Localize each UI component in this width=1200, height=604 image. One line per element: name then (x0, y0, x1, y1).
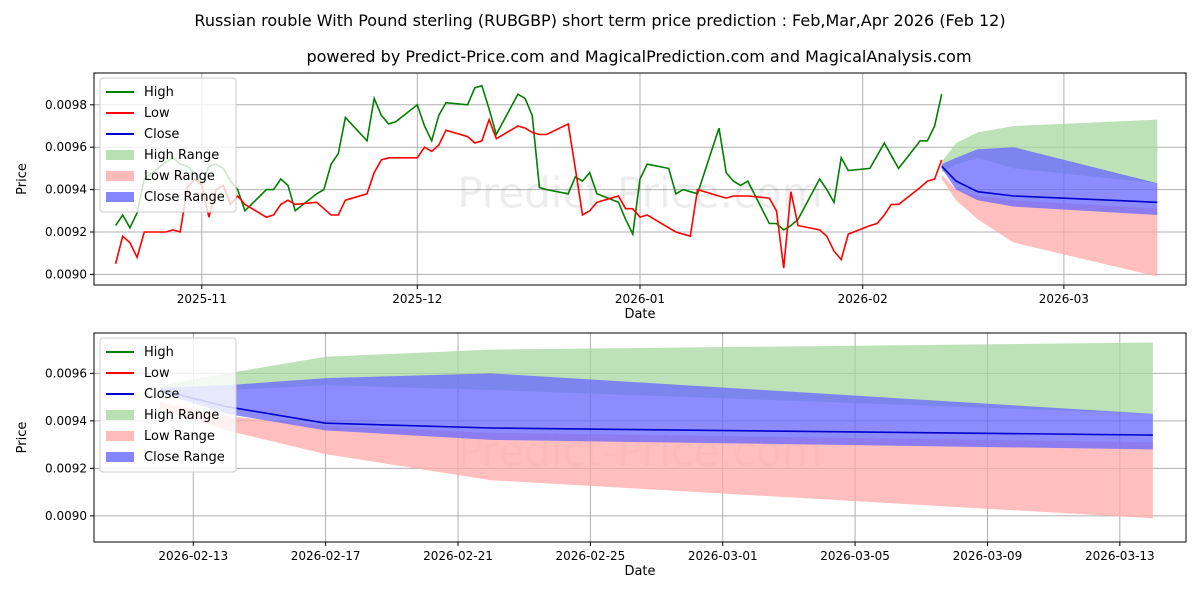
legend-label: High Range (144, 408, 219, 423)
legend-label: Close (144, 127, 179, 142)
legend-swatch-patch (106, 192, 134, 202)
y-axis-label: Price (15, 422, 30, 454)
x-tick-label: 2026-03-09 (953, 549, 1023, 563)
y-tick-label: 0.0092 (45, 461, 87, 475)
y-tick-label: 0.0094 (45, 414, 87, 428)
close-forecast-line (941, 165, 1158, 204)
close-range-band (941, 147, 1158, 215)
x-tick-label: 2026-03 (1039, 292, 1089, 306)
legend-swatch-patch (106, 171, 134, 181)
close-range-band (160, 373, 1153, 450)
legend: High Low Close High Range Low Range Close Ran… (99, 77, 237, 213)
chart-subtitle: powered by Predict-Price.com and Magical… (306, 47, 971, 66)
x-tick-label: 2026-02-25 (555, 549, 625, 563)
x-tick-label: 2026-02-21 (423, 549, 493, 563)
legend-swatch-patch (106, 410, 134, 420)
legend-label: High Range (144, 148, 219, 163)
chart-title: Russian rouble With Pound sterling (RUBG… (194, 11, 1005, 30)
x-tick-label: 2025-12 (392, 292, 442, 306)
x-tick-label: 2026-02-17 (291, 549, 361, 563)
legend-label: Low (144, 106, 170, 121)
legend-label: High (144, 345, 174, 360)
legend-swatch-patch (106, 431, 134, 441)
legend-label: Close (144, 387, 179, 402)
y-tick-label: 0.0092 (45, 225, 87, 239)
legend-swatch-patch (106, 150, 134, 160)
plot-area (160, 342, 1153, 519)
x-axis-label: Date (624, 307, 655, 322)
legend-label: Low Range (144, 429, 215, 444)
history-panel: Predict-Price.com 2025-11 2025-12 2026-01 20… (15, 72, 1187, 322)
watermark-text: Predict-Price.com (457, 169, 822, 218)
legend: High Low Close High Range Low Range Close Ran… (99, 337, 237, 473)
x-tick-label: 2026-03-01 (688, 549, 758, 563)
x-tick-label: 2026-02-13 (158, 549, 228, 563)
y-tick-label: 0.0090 (45, 509, 87, 523)
legend-label: High (144, 85, 174, 100)
legend-label: Low Range (144, 169, 215, 184)
x-tick-label: 2026-03-13 (1085, 549, 1155, 563)
x-tick-label: 2026-01 (615, 292, 665, 306)
y-tick-label: 0.0096 (45, 140, 87, 154)
legend-label: Low (144, 366, 170, 381)
high-range-band (160, 342, 1153, 414)
forecast-zoom-panel: Predict-Price.com2026-02-132026-02-17202… (15, 332, 1187, 579)
x-axis-label: Date (624, 564, 655, 579)
y-tick-label: 0.0090 (45, 267, 87, 281)
x-tick-label: 2025-11 (177, 292, 227, 306)
y-tick-label: 0.0096 (45, 366, 87, 380)
x-tick-label: 2026-03-05 (820, 549, 890, 563)
legend-label: Close Range (144, 190, 225, 205)
y-tick-label: 0.0094 (45, 183, 87, 197)
high-range-band (941, 119, 1158, 184)
legend-label: Close Range (144, 450, 225, 465)
y-tick-label: 0.0098 (45, 98, 87, 112)
legend-swatch-patch (106, 452, 134, 462)
plot-frame (93, 332, 1187, 543)
x-tick-label: 2026-02 (838, 292, 888, 306)
y-axis-label: Price (15, 163, 30, 195)
